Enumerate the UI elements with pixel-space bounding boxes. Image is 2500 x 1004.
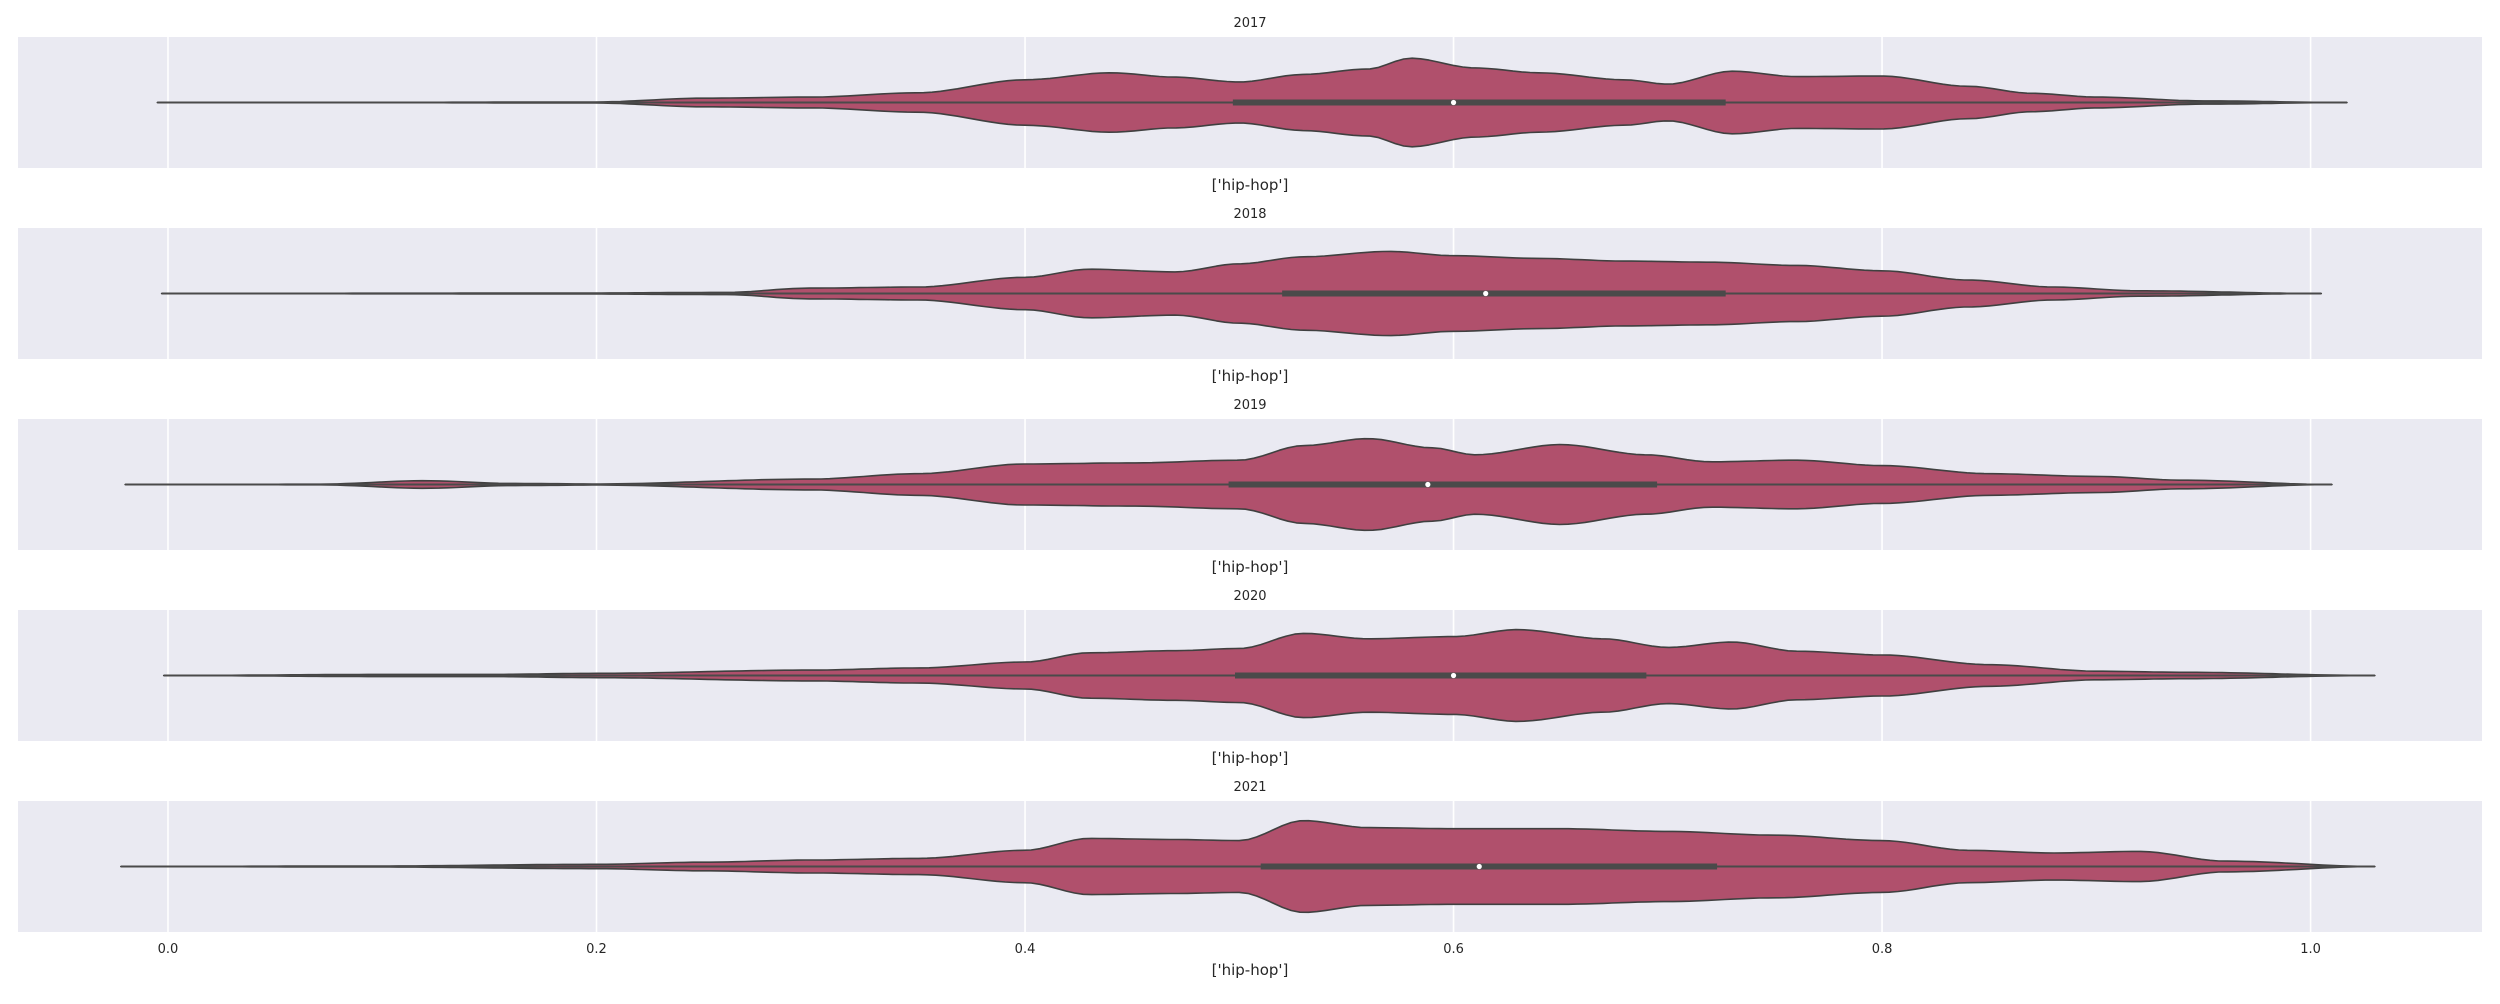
x-tick-label: 0.2 [586, 942, 607, 957]
x-axis-label: ['hip-hop'] [1212, 749, 1289, 767]
x-axis-label: ['hip-hop'] [1212, 176, 1289, 194]
violin-panel-2021: 2021 ['hip-hop'] [18, 780, 2482, 979]
panel-title: 2021 [1233, 780, 1266, 795]
violin-panel-2019: 2019 ['hip-hop'] [18, 398, 2482, 576]
median-marker [1450, 672, 1457, 679]
panel-title: 2019 [1233, 398, 1266, 413]
violin-panel-2017: 2017 ['hip-hop'] [18, 16, 2482, 194]
x-axis-label: ['hip-hop'] [1212, 367, 1289, 385]
x-axis-label: ['hip-hop'] [1212, 558, 1289, 576]
panel-title: 2020 [1233, 589, 1266, 604]
x-tick-label: 1.0 [2300, 942, 2321, 957]
x-tick-label: 0.0 [158, 942, 179, 957]
x-tick-label: 0.4 [1015, 942, 1036, 957]
x-tick-label: 0.8 [1872, 942, 1893, 957]
panel-title: 2018 [1233, 207, 1266, 222]
median-marker [1483, 290, 1489, 297]
x-axis-label: ['hip-hop'] [1212, 961, 1289, 979]
x-tick-label: 0.6 [1443, 942, 1464, 957]
violin-panel-2020: 2020 ['hip-hop'] [18, 589, 2482, 767]
median-marker [1450, 99, 1457, 106]
panel-title: 2017 [1233, 16, 1266, 31]
median-marker [1425, 481, 1431, 488]
violin-panel-2018: 2018 ['hip-hop'] [18, 207, 2482, 385]
median-marker [1476, 863, 1482, 870]
